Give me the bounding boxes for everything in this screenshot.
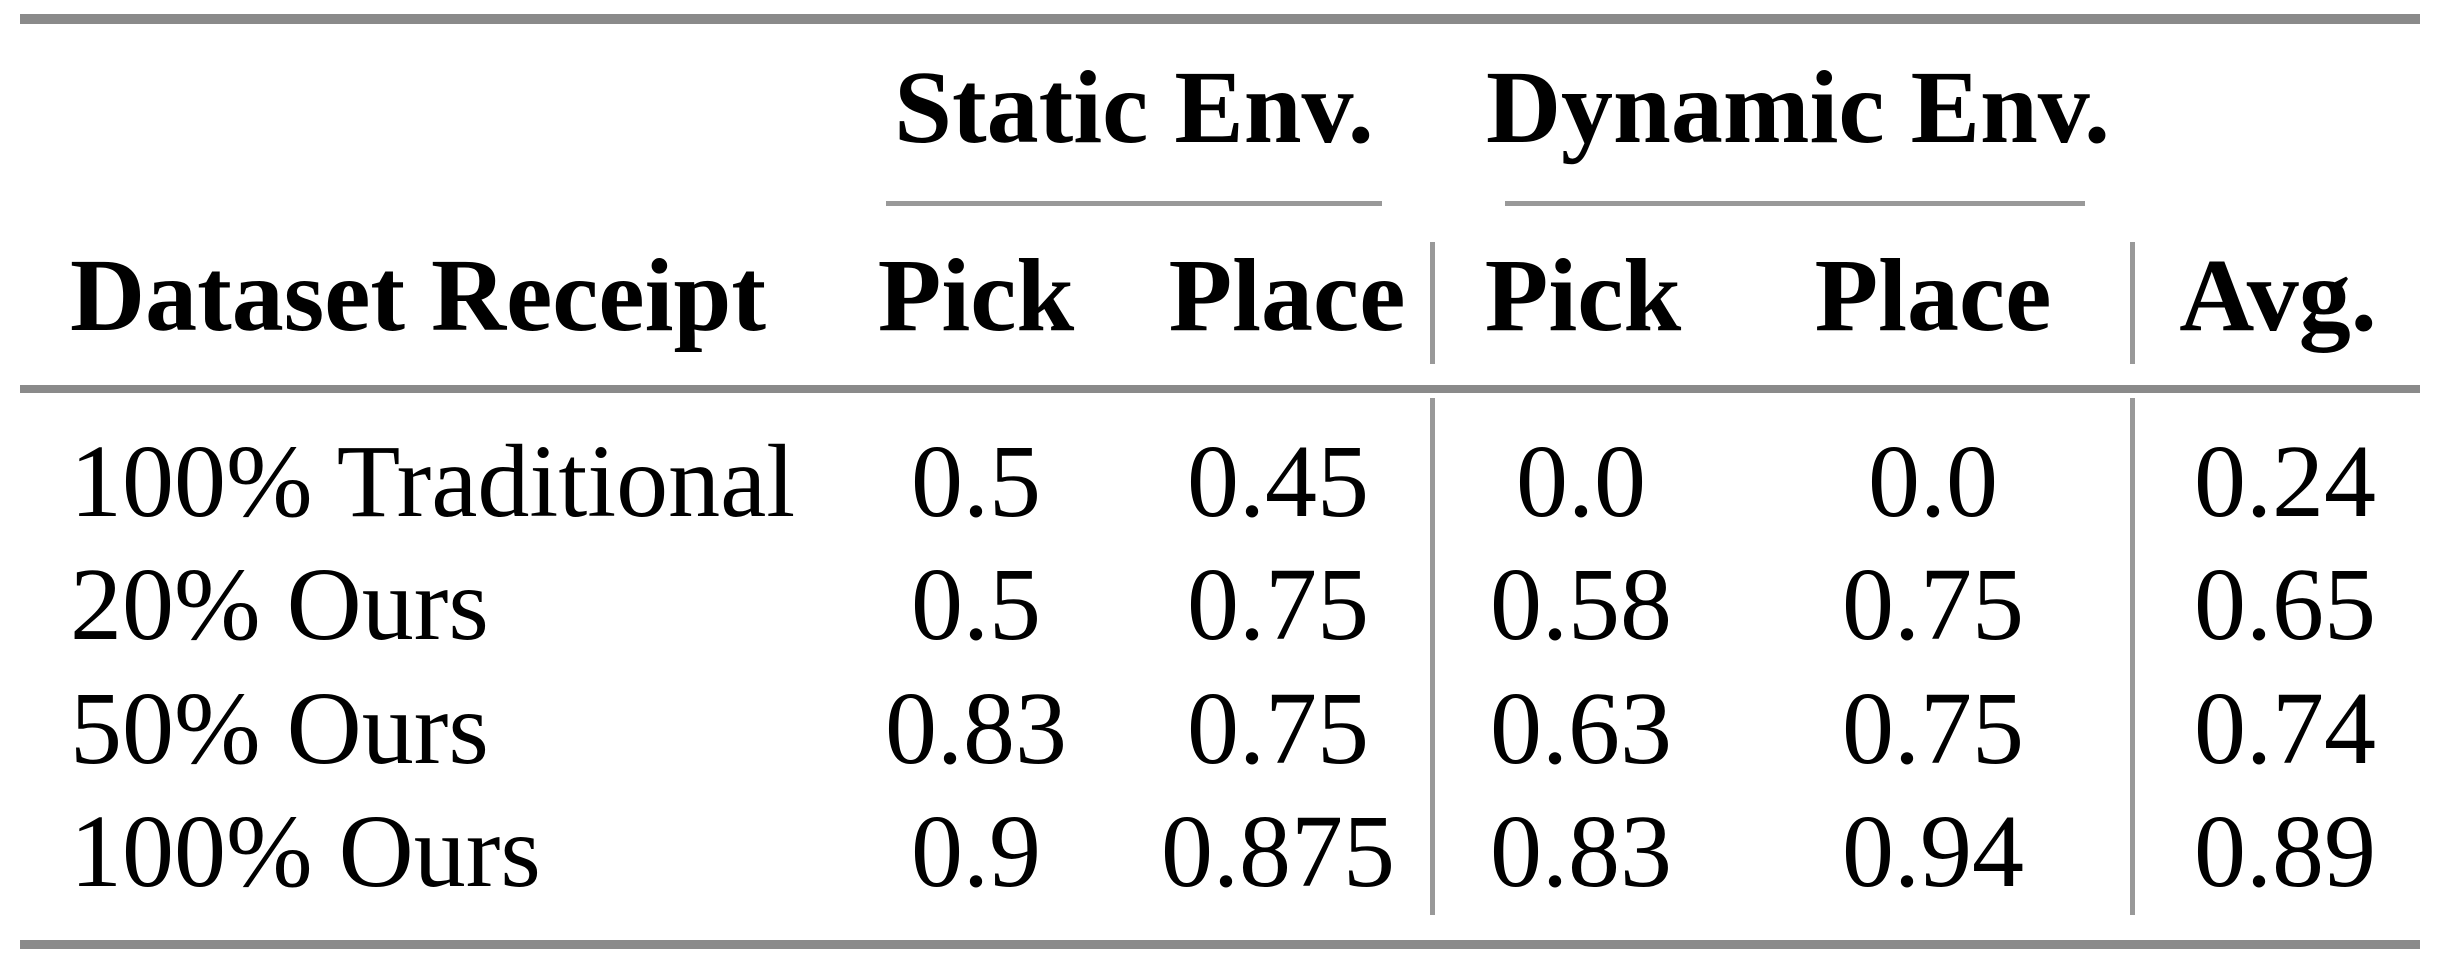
cell-dynamic-place: 0.94	[1842, 794, 2024, 909]
cell-dynamic-pick: 0.0	[1516, 424, 1646, 539]
cell-dynamic-pick: 0.63	[1490, 671, 1672, 786]
cell-static-pick: 0.9	[911, 794, 1041, 909]
cell-avg: 0.24	[2194, 424, 2376, 539]
cell-static-place: 0.75	[1187, 547, 1369, 662]
cell-static-pick: 0.83	[885, 671, 1067, 786]
group-header-static-env: Static Env.	[894, 50, 1374, 165]
group-header-dynamic-env: Dynamic Env.	[1485, 50, 2111, 165]
column-header-dynamic-place: Place	[1814, 238, 2052, 353]
cell-avg: 0.74	[2194, 671, 2376, 786]
cell-dynamic-place: 0.0	[1868, 424, 1998, 539]
divider-static-dynamic-header	[1430, 242, 1435, 364]
cell-dynamic-place: 0.75	[1842, 547, 2024, 662]
column-header-dataset-receipt: Dataset Receipt	[70, 238, 766, 353]
header-bottom-rule	[20, 385, 2420, 393]
column-header-avg: Avg.	[2179, 238, 2377, 353]
table-top-rule	[20, 14, 2420, 24]
cell-static-pick: 0.5	[911, 547, 1041, 662]
column-header-dynamic-pick: Pick	[1484, 238, 1682, 353]
cell-dynamic-place: 0.75	[1842, 671, 2024, 786]
cell-static-pick: 0.5	[911, 424, 1041, 539]
cell-avg: 0.65	[2194, 547, 2376, 662]
divider-dynamic-avg-body	[2130, 398, 2135, 915]
row-label: 50% Ours	[70, 671, 489, 786]
dynamic-env-underline-rule	[1505, 201, 2085, 206]
cell-dynamic-pick: 0.83	[1490, 794, 1672, 909]
divider-dynamic-avg-header	[2130, 242, 2135, 364]
cell-static-place: 0.45	[1187, 424, 1369, 539]
cell-static-place: 0.875	[1161, 794, 1395, 909]
table-bottom-rule	[20, 940, 2420, 949]
cell-static-place: 0.75	[1187, 671, 1369, 786]
row-label: 20% Ours	[70, 547, 489, 662]
static-env-underline-rule	[886, 201, 1382, 206]
cell-dynamic-pick: 0.58	[1490, 547, 1672, 662]
cell-avg: 0.89	[2194, 794, 2376, 909]
row-label: 100% Ours	[70, 794, 541, 909]
column-header-static-place: Place	[1168, 238, 1406, 353]
column-header-static-pick: Pick	[877, 238, 1075, 353]
divider-static-dynamic-body	[1430, 398, 1435, 915]
row-label: 100% Traditional	[70, 424, 796, 539]
